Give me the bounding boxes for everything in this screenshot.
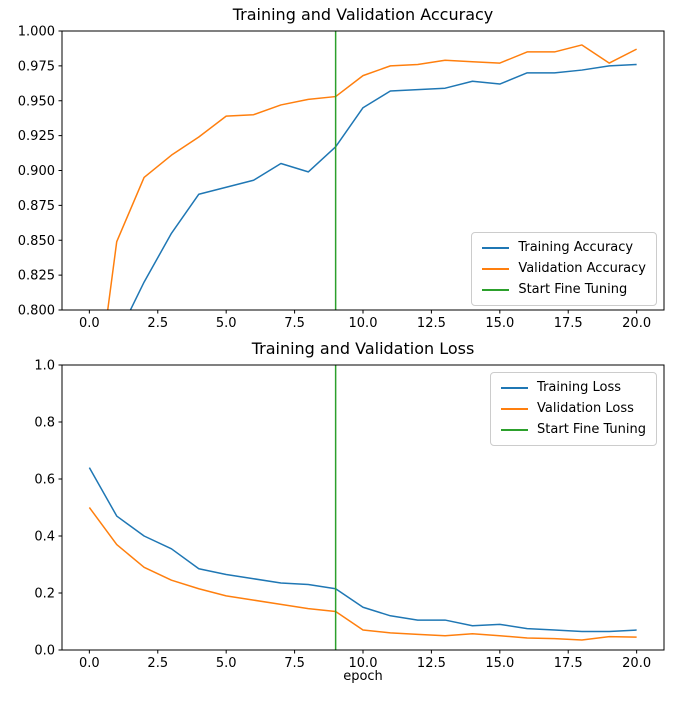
loss-legend: Training Loss Validation Loss Start Fine… bbox=[490, 372, 657, 446]
x-tick-label: 20.0 bbox=[622, 656, 651, 671]
x-tick-label: 0.0 bbox=[79, 656, 100, 671]
y-tick-label: 0.850 bbox=[18, 234, 55, 249]
legend-label: Training Accuracy bbox=[518, 240, 634, 255]
legend-label: Training Loss bbox=[537, 380, 621, 395]
legend-item-validation-loss: Validation Loss bbox=[501, 401, 646, 417]
x-tick-label: 12.5 bbox=[417, 656, 446, 671]
x-axis-label-epoch: epoch bbox=[343, 669, 383, 684]
training-accuracy-line bbox=[129, 63, 637, 310]
x-tick-label: 7.5 bbox=[284, 656, 305, 671]
y-tick-label: 1.0 bbox=[34, 359, 55, 374]
legend-label: Validation Loss bbox=[537, 401, 634, 416]
x-tick-label: 17.5 bbox=[554, 316, 583, 331]
x-tick-label: 2.5 bbox=[147, 316, 168, 331]
accuracy-axes: 0.0 2.5 5.0 7.5 10.0 12.5 15.0 17.5 20.0 0.800 0.8… bbox=[18, 25, 665, 331]
legend-item-start-fine-tuning: Start Fine Tuning bbox=[501, 422, 646, 438]
legend-item-training-loss: Training Loss bbox=[501, 380, 646, 396]
legend-label: Validation Accuracy bbox=[518, 261, 646, 276]
x-tick-label: 10.0 bbox=[349, 316, 378, 331]
y-tick-label: 0.975 bbox=[18, 59, 55, 74]
legend-label: Start Fine Tuning bbox=[518, 282, 628, 297]
y-tick-label: 0.4 bbox=[34, 530, 55, 545]
validation-accuracy-line-swatch bbox=[482, 268, 510, 270]
legend-item-training-accuracy: Training Accuracy bbox=[482, 240, 646, 256]
y-tick-label: 0.950 bbox=[18, 94, 55, 109]
x-tick-label: 20.0 bbox=[622, 316, 651, 331]
x-tick-label: 7.5 bbox=[284, 316, 305, 331]
y-tick-label: 0.825 bbox=[18, 269, 55, 284]
loss-chart-title: Training and Validation Loss bbox=[251, 339, 475, 358]
y-tick-label: 0.6 bbox=[34, 473, 55, 488]
legend-label: Start Fine Tuning bbox=[537, 422, 646, 437]
x-tick-label: 10.0 bbox=[349, 656, 378, 671]
validation-loss-line-swatch bbox=[501, 408, 529, 410]
training-accuracy-line-swatch bbox=[482, 247, 510, 249]
accuracy-legend: Training Accuracy Validation Accuracy St… bbox=[471, 232, 657, 306]
validation-accuracy-line bbox=[106, 44, 637, 310]
legend-item-start-fine-tuning: Start Fine Tuning bbox=[482, 282, 646, 298]
x-tick-label: 5.0 bbox=[216, 316, 237, 331]
training-loss-line bbox=[88, 467, 637, 633]
y-tick-label: 0.8 bbox=[34, 416, 55, 431]
x-tick-label: 17.5 bbox=[554, 656, 583, 671]
x-tick-label: 12.5 bbox=[417, 316, 446, 331]
y-tick-label: 0.2 bbox=[34, 587, 55, 602]
accuracy-chart-title: Training and Validation Accuracy bbox=[232, 5, 494, 24]
x-tick-label: 0.0 bbox=[79, 316, 100, 331]
validation-loss-line bbox=[88, 507, 637, 641]
y-tick-label: 0.0 bbox=[34, 644, 55, 659]
legend-item-validation-accuracy: Validation Accuracy bbox=[482, 261, 646, 277]
y-tick-label: 1.000 bbox=[18, 25, 55, 40]
training-loss-line-swatch bbox=[501, 387, 529, 389]
x-tick-label: 5.0 bbox=[216, 656, 237, 671]
y-tick-label: 0.900 bbox=[18, 164, 55, 179]
x-tick-label: 2.5 bbox=[147, 656, 168, 671]
start-fine-tuning-line-swatch bbox=[501, 429, 529, 431]
loss-axes: 0.0 2.5 5.0 7.5 10.0 12.5 15.0 17.5 20.0 0.0 0.2 0.… bbox=[34, 359, 665, 671]
y-tick-label: 0.875 bbox=[18, 199, 55, 214]
x-tick-label: 15.0 bbox=[485, 656, 514, 671]
x-tick-label: 15.0 bbox=[485, 316, 514, 331]
start-fine-tuning-line-swatch bbox=[482, 289, 510, 291]
y-tick-label: 0.925 bbox=[18, 129, 55, 144]
y-tick-label: 0.800 bbox=[18, 304, 55, 319]
